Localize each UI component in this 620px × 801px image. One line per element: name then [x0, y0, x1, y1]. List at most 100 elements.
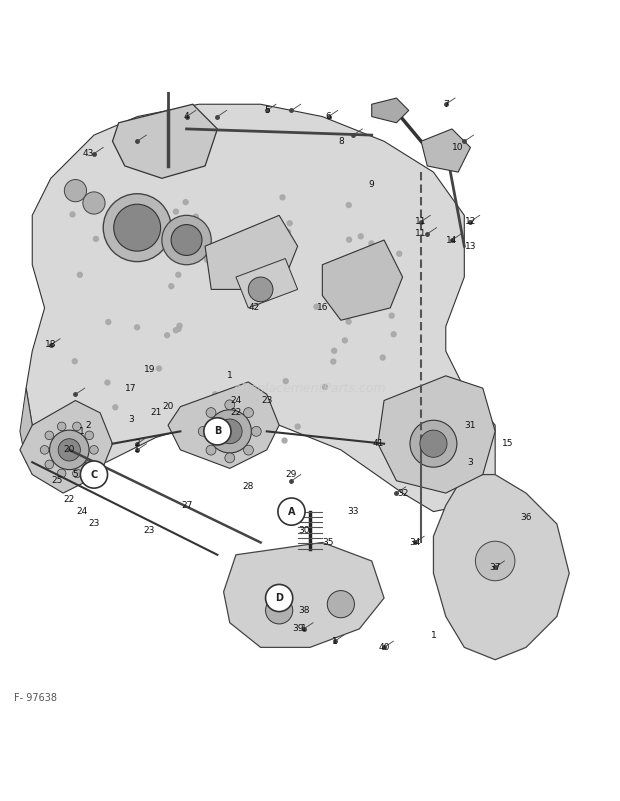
Text: 23: 23 — [144, 525, 155, 534]
Text: 4: 4 — [184, 112, 189, 121]
Circle shape — [45, 460, 54, 469]
Circle shape — [165, 332, 170, 338]
Text: 24: 24 — [230, 396, 242, 405]
Circle shape — [174, 209, 179, 214]
Circle shape — [177, 324, 182, 328]
Circle shape — [64, 179, 87, 202]
Circle shape — [82, 423, 87, 428]
Circle shape — [70, 212, 75, 217]
Circle shape — [206, 408, 216, 417]
Text: 25: 25 — [51, 477, 63, 485]
Circle shape — [85, 460, 94, 469]
Circle shape — [156, 366, 161, 371]
Circle shape — [208, 410, 251, 453]
Circle shape — [347, 237, 352, 242]
Text: 22: 22 — [230, 409, 242, 417]
Circle shape — [391, 332, 396, 336]
Text: 1: 1 — [332, 637, 337, 646]
Text: 22: 22 — [64, 495, 75, 504]
Polygon shape — [322, 240, 402, 320]
Circle shape — [358, 234, 363, 239]
Circle shape — [206, 445, 216, 455]
Polygon shape — [433, 474, 569, 660]
Circle shape — [113, 405, 118, 410]
Circle shape — [332, 348, 337, 353]
Circle shape — [193, 214, 198, 219]
Text: 3: 3 — [467, 457, 473, 467]
Circle shape — [128, 233, 133, 238]
Text: 9: 9 — [369, 180, 374, 189]
Text: 21: 21 — [150, 409, 161, 417]
Circle shape — [229, 400, 234, 405]
Circle shape — [204, 418, 231, 445]
Text: 2: 2 — [85, 421, 91, 429]
Circle shape — [331, 359, 336, 364]
Text: 37: 37 — [489, 562, 501, 572]
Text: 1: 1 — [430, 630, 436, 639]
Circle shape — [346, 203, 351, 207]
Text: 1: 1 — [301, 624, 307, 634]
Text: 31: 31 — [465, 421, 476, 429]
Circle shape — [40, 445, 49, 454]
Text: 16: 16 — [317, 304, 328, 312]
Text: 23: 23 — [88, 519, 100, 529]
Circle shape — [322, 384, 327, 389]
Text: 18: 18 — [45, 340, 56, 349]
Text: 10: 10 — [453, 143, 464, 152]
Text: 1: 1 — [79, 427, 84, 436]
Circle shape — [278, 498, 305, 525]
Circle shape — [73, 359, 78, 364]
Text: 41: 41 — [372, 439, 384, 449]
Circle shape — [183, 199, 188, 204]
Circle shape — [327, 590, 355, 618]
Circle shape — [50, 430, 89, 469]
Circle shape — [263, 233, 268, 238]
Circle shape — [213, 392, 218, 396]
Text: eReplacementParts.com: eReplacementParts.com — [234, 381, 386, 395]
Text: 24: 24 — [76, 507, 87, 516]
Circle shape — [176, 327, 181, 332]
Circle shape — [198, 426, 208, 437]
Circle shape — [200, 446, 204, 451]
Text: 1: 1 — [135, 445, 140, 454]
Text: B: B — [214, 426, 221, 437]
Circle shape — [73, 435, 78, 440]
Circle shape — [389, 313, 394, 318]
Circle shape — [106, 320, 111, 324]
Text: 20: 20 — [64, 445, 75, 454]
Circle shape — [244, 445, 254, 455]
Circle shape — [418, 407, 423, 412]
Circle shape — [342, 338, 347, 343]
Polygon shape — [168, 382, 279, 469]
Circle shape — [476, 541, 515, 581]
Text: 35: 35 — [323, 538, 334, 547]
Circle shape — [174, 328, 179, 332]
Circle shape — [85, 445, 90, 450]
Text: 17: 17 — [125, 384, 137, 392]
Text: 32: 32 — [397, 489, 409, 497]
Text: 39: 39 — [292, 624, 303, 634]
Circle shape — [135, 325, 140, 330]
Circle shape — [171, 224, 202, 256]
Text: 40: 40 — [378, 643, 390, 652]
Text: 11: 11 — [415, 217, 427, 226]
Circle shape — [314, 304, 319, 309]
Circle shape — [221, 263, 226, 268]
Circle shape — [63, 409, 68, 413]
Circle shape — [45, 431, 54, 440]
Circle shape — [346, 319, 351, 324]
Text: 8: 8 — [338, 137, 343, 146]
Circle shape — [225, 453, 235, 463]
Circle shape — [73, 469, 81, 477]
Text: 42: 42 — [249, 304, 260, 312]
Circle shape — [94, 236, 99, 241]
Circle shape — [105, 380, 110, 385]
Text: 13: 13 — [465, 242, 476, 251]
Text: 38: 38 — [298, 606, 309, 615]
Circle shape — [145, 203, 150, 208]
Polygon shape — [224, 542, 384, 647]
Text: 7: 7 — [443, 100, 449, 109]
Circle shape — [168, 227, 173, 231]
Circle shape — [58, 439, 81, 461]
Circle shape — [73, 422, 81, 431]
